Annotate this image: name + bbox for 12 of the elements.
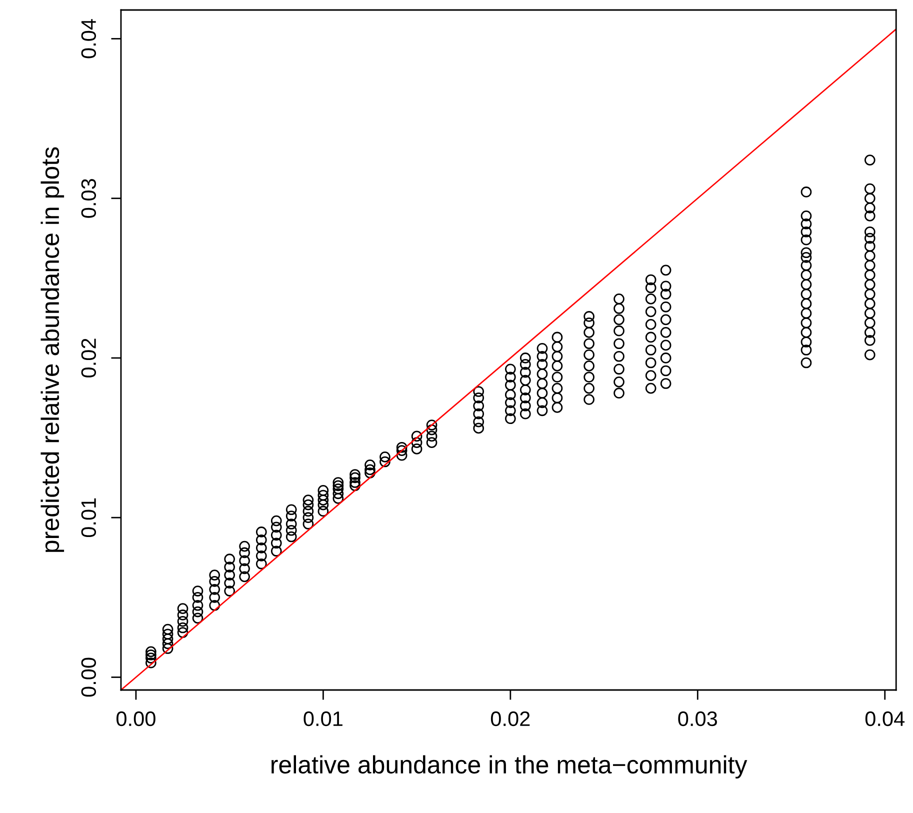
x-axis-title: relative abundance in the meta−community [272, 755, 748, 779]
x-tick-label: 0.01 [304, 711, 342, 726]
y-tick-label: 0.01 [81, 498, 96, 538]
x-tick-label: 0.00 [116, 711, 156, 726]
x-tick-label: 0.04 [865, 711, 905, 726]
y-tick-label: 0.03 [81, 178, 96, 218]
y-tick-label: 0.04 [81, 19, 96, 58]
x-tick-label: 0.02 [490, 711, 530, 726]
y-tick-label: 0.00 [81, 658, 96, 697]
y-axis-title: predicted relative abundance in plots [40, 147, 64, 552]
x-tick-label: 0.03 [678, 711, 718, 726]
y-tick-label: 0.02 [81, 338, 96, 378]
